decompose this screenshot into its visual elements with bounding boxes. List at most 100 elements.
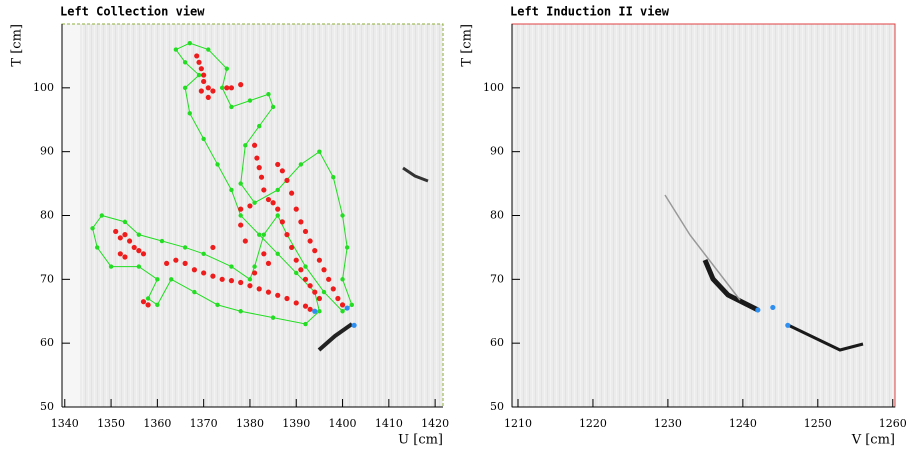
hit	[238, 222, 244, 228]
vertex	[136, 232, 142, 237]
vertex	[247, 98, 253, 103]
vertex	[303, 264, 308, 269]
vertex	[257, 123, 262, 129]
hit	[198, 66, 204, 72]
vertex	[238, 181, 243, 186]
hit	[351, 322, 357, 328]
hit	[224, 85, 230, 91]
vertex	[219, 85, 225, 91]
hit	[284, 177, 290, 183]
vertex	[224, 66, 230, 71]
hit	[210, 244, 216, 251]
vertex	[99, 213, 105, 218]
vertex	[201, 251, 206, 256]
vertex	[90, 226, 95, 231]
hit	[335, 295, 341, 302]
track	[402, 166, 429, 183]
vertex	[145, 296, 151, 301]
x-tick-label: 1380	[236, 417, 264, 430]
hit	[122, 232, 128, 238]
hit	[251, 142, 258, 148]
hit	[145, 302, 151, 308]
x-tick-label: 1400	[329, 417, 357, 430]
hit	[238, 82, 244, 88]
hit	[247, 203, 253, 209]
hit	[201, 270, 207, 276]
hit	[312, 248, 318, 254]
hit	[293, 206, 299, 212]
hit	[321, 267, 327, 273]
x-axis-label: U [cm]	[398, 433, 443, 448]
vertex	[331, 175, 336, 180]
vertex	[108, 264, 114, 269]
vertex	[182, 85, 188, 91]
vertex	[257, 232, 262, 237]
background	[512, 24, 895, 407]
hit	[312, 308, 318, 314]
hit	[191, 267, 198, 273]
hit	[182, 260, 188, 266]
vertex	[270, 315, 276, 320]
hit	[194, 53, 200, 59]
vertex	[229, 187, 234, 193]
hit	[344, 305, 350, 311]
vertex	[187, 111, 192, 116]
x-tick-label: 1230	[654, 417, 682, 430]
hit	[256, 165, 262, 171]
x-tick-label: 1410	[375, 417, 403, 430]
hit	[302, 228, 309, 235]
hit	[261, 251, 267, 257]
x-tick-label: 1220	[579, 417, 607, 430]
vertex	[340, 277, 345, 282]
x-tick-label: 1390	[282, 417, 310, 430]
hit	[117, 251, 123, 257]
vertex	[182, 245, 188, 250]
hit	[258, 174, 265, 180]
vertex	[94, 245, 100, 250]
vertex	[187, 40, 192, 46]
hit	[198, 88, 204, 94]
vertex	[238, 213, 243, 218]
hit	[117, 235, 123, 241]
hit	[316, 295, 322, 302]
vertex	[261, 232, 267, 237]
hit	[326, 276, 332, 282]
x-tick-label: 1240	[729, 417, 757, 430]
x-tick-label: 1260	[879, 417, 907, 430]
hit	[289, 190, 295, 196]
hit	[219, 276, 225, 282]
hit	[131, 244, 137, 251]
hit	[770, 304, 776, 311]
hit	[289, 244, 295, 251]
y-tick-label: 70	[40, 272, 54, 285]
hit	[238, 279, 244, 286]
y-tick-label: 80	[490, 209, 504, 222]
hit	[293, 300, 299, 306]
vertex	[294, 270, 299, 276]
hit	[247, 283, 253, 289]
vertex	[340, 309, 345, 314]
vertex	[155, 302, 160, 308]
vertex	[321, 289, 327, 295]
hit	[265, 260, 272, 266]
hit	[312, 289, 318, 295]
vertex	[201, 136, 206, 142]
y-tick-label: 100	[33, 81, 54, 94]
hit	[275, 206, 281, 212]
vertex	[159, 238, 165, 244]
hit	[113, 228, 119, 235]
hit	[265, 289, 272, 295]
hit	[275, 161, 281, 168]
y-tick-label: 90	[40, 145, 54, 158]
hit	[173, 257, 179, 263]
vertex	[192, 289, 197, 295]
hit	[755, 307, 761, 313]
vertex	[270, 104, 276, 110]
vertex	[215, 302, 220, 308]
vertex	[122, 219, 128, 225]
vertex	[298, 162, 304, 167]
vertex	[196, 72, 202, 78]
hit	[228, 85, 235, 91]
